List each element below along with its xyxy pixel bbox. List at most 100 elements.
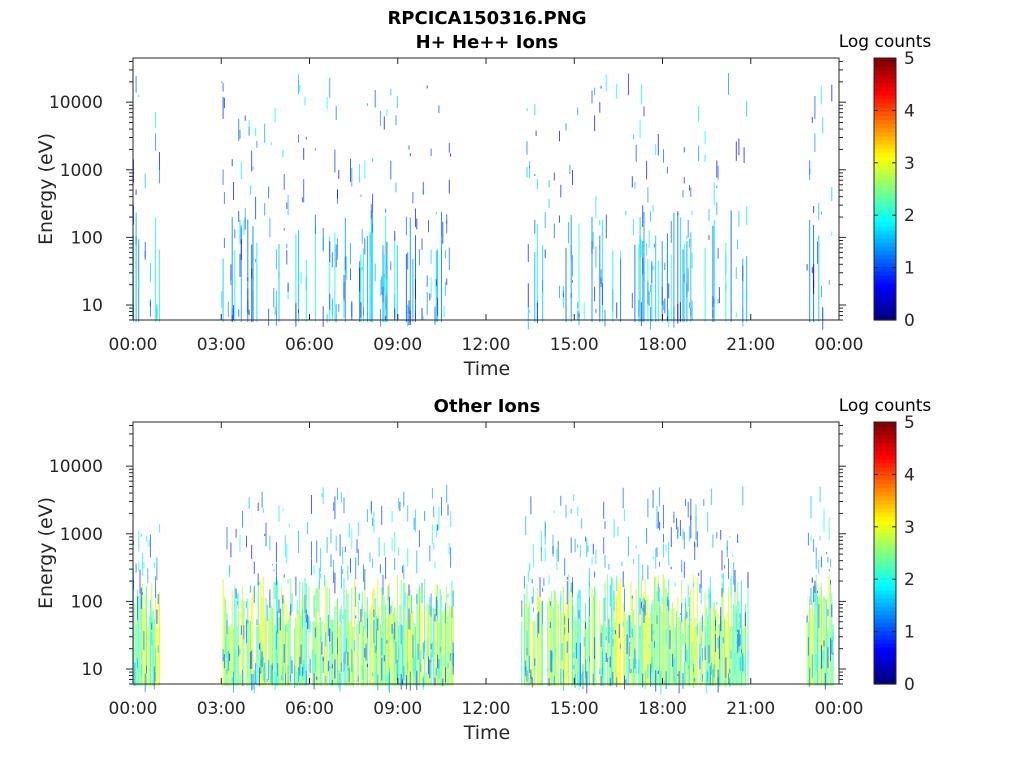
x-tick-label: 12:00: [462, 699, 511, 719]
spectrogram-streak: [288, 610, 290, 686]
spectrogram-streak: [664, 680, 666, 684]
spectrogram-streak: [143, 631, 145, 651]
spectrogram-streak: [295, 234, 297, 322]
spectrogram-streak: [330, 619, 332, 686]
spectrogram-streak: [385, 315, 387, 321]
colorbar-segment: [874, 291, 896, 297]
spectrogram-streak: [708, 209, 710, 221]
spectrogram-streak: [683, 273, 685, 283]
spectrogram-streak: [631, 176, 633, 188]
spectrogram-streak: [270, 664, 272, 683]
colorbar-segment: [874, 225, 896, 231]
spectrogram-streak: [689, 525, 690, 542]
spectrogram-streak: [527, 307, 529, 330]
spectrogram-streak: [627, 73, 629, 96]
spectrogram-streak: [415, 665, 416, 671]
colorbar-segment: [874, 573, 896, 579]
spectrogram-streak: [381, 637, 383, 656]
spectrogram-streak: [587, 617, 589, 686]
spectrogram-streak: [255, 662, 257, 684]
x-tick-label: 03:00: [197, 699, 246, 719]
spectrogram-streak: [153, 619, 155, 686]
spectrogram-streak: [144, 593, 146, 686]
spectrogram-streak: [828, 280, 830, 285]
spectrogram-streak: [429, 605, 431, 686]
spectrogram-streak: [257, 582, 259, 686]
colorbar-segment: [874, 246, 896, 251]
spectrogram-streak: [724, 565, 726, 569]
colorbar-tick-label: 4: [904, 465, 915, 485]
spectrogram-streak: [809, 596, 811, 686]
spectrogram-streak: [735, 267, 737, 279]
colorbar-segment: [874, 589, 896, 595]
spectrogram-streak: [583, 301, 585, 320]
colorbar-segment: [874, 94, 896, 100]
spectrogram-streak: [353, 640, 355, 651]
spectrogram-streak: [330, 554, 332, 567]
spectrogram-streak: [806, 613, 808, 686]
spectrogram-streak: [262, 657, 264, 681]
spectrogram-streak: [324, 574, 325, 587]
spectrogram-streak: [364, 159, 366, 179]
spectrogram-streak: [298, 74, 299, 94]
spectrogram-streak: [526, 647, 528, 656]
spectrogram-streak: [824, 672, 826, 690]
spectrogram-streak: [408, 145, 410, 150]
spectrogram-streak: [687, 219, 689, 238]
spectrogram-streak: [533, 607, 534, 613]
spectrogram-streak: [700, 617, 702, 686]
spectrogram-streak: [338, 626, 340, 686]
spectrogram-streak: [234, 586, 236, 686]
spectrogram-streak: [822, 308, 824, 320]
spectrogram-streak: [570, 537, 572, 553]
spectrogram-streak: [666, 596, 668, 607]
spectrogram-streak: [390, 261, 392, 271]
colorbar-tick-label: 2: [904, 206, 915, 226]
spectrogram-streak: [594, 286, 596, 302]
spectrogram-streak: [673, 658, 675, 670]
spectrogram-streak: [378, 607, 380, 686]
spectrogram-streak: [439, 646, 441, 652]
spectrogram-streak: [640, 83, 642, 105]
spectrogram-streak: [157, 645, 159, 653]
spectrogram-streak: [806, 615, 808, 623]
spectrogram-streak: [313, 565, 315, 575]
spectrogram-streak: [379, 570, 381, 574]
spectrogram-streak: [441, 594, 442, 686]
spectrogram-streak: [291, 593, 293, 613]
spectrogram-streak: [333, 572, 335, 584]
spectrogram-streak: [577, 302, 579, 309]
spectrogram-streak: [451, 606, 453, 618]
spectrogram-streak: [409, 310, 411, 325]
spectrogram-streak: [407, 505, 409, 522]
spectrogram-streak: [695, 626, 697, 686]
spectrogram-streak: [716, 185, 718, 189]
spectrogram-streak: [677, 213, 679, 322]
colorbar-frame: [873, 57, 897, 321]
spectrogram-streak: [239, 253, 241, 277]
spectrogram-streak: [159, 249, 160, 322]
spectrogram-streak: [814, 586, 816, 686]
spectrogram-streak: [389, 597, 390, 615]
spectrogram-streak: [568, 222, 570, 244]
spectrogram-streak: [229, 653, 231, 662]
spectrogram-streak: [712, 309, 714, 318]
colorbar-tick-label: 3: [904, 154, 915, 174]
spectrogram-streak: [592, 232, 594, 249]
spectrogram-streak: [820, 211, 822, 215]
colorbar-tick-label: 3: [904, 518, 915, 538]
spectrogram-streak: [807, 532, 809, 546]
spectrogram-streak: [421, 588, 423, 602]
spectrogram-streak: [381, 657, 383, 681]
spectrogram-streak: [238, 118, 240, 142]
colorbar-segment: [874, 462, 896, 468]
x-tick-label: 15:00: [550, 335, 599, 355]
spectrogram-streak: [652, 599, 654, 686]
spectrogram-streak: [639, 625, 641, 686]
spectrogram-streak: [431, 488, 433, 499]
spectrogram-streak: [738, 138, 740, 156]
spectrogram-streak: [664, 298, 666, 314]
spectrogram-streak: [136, 657, 138, 669]
spectrogram-streak: [357, 549, 359, 566]
spectrogram-streak: [339, 615, 341, 686]
